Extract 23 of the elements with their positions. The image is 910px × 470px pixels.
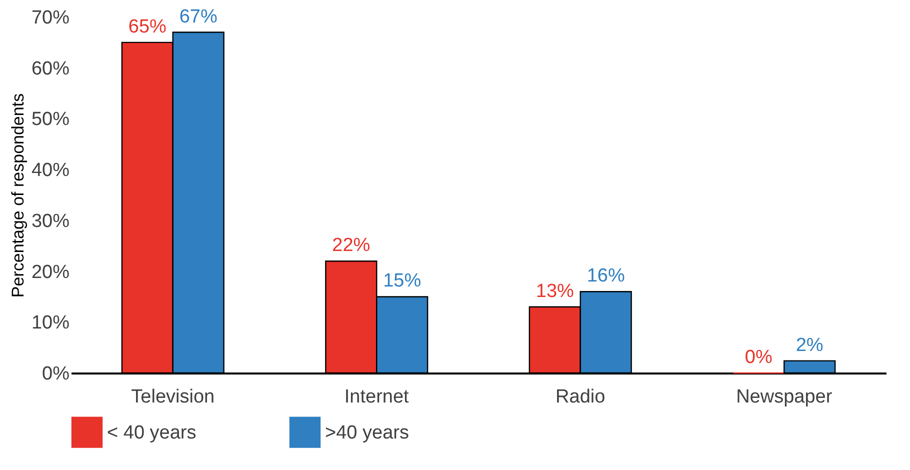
y-tick-label: 70% bbox=[31, 8, 70, 28]
legend-label: >40 years bbox=[325, 422, 409, 444]
y-tick-label: 10% bbox=[31, 312, 70, 334]
x-tick-label: Internet bbox=[344, 386, 410, 408]
data-label: 67% bbox=[179, 6, 218, 28]
y-axis-title: Percentage of respondents bbox=[8, 93, 28, 298]
data-label: 22% bbox=[332, 235, 370, 256]
x-tick-label: Radio bbox=[556, 386, 606, 408]
data-label: 15% bbox=[383, 270, 422, 292]
data-label: 13% bbox=[536, 280, 574, 302]
data-label: 65% bbox=[128, 16, 167, 38]
data-label: 0% bbox=[744, 347, 772, 368]
y-tick-label: 40% bbox=[31, 160, 70, 182]
data-label: 2% bbox=[796, 334, 824, 356]
y-tick-label: 20% bbox=[31, 262, 70, 283]
data-label: 16% bbox=[586, 266, 625, 287]
x-tick-label: Newspaper bbox=[736, 386, 833, 408]
y-tick-label: 60% bbox=[31, 58, 70, 80]
x-tick-label: Television bbox=[131, 386, 215, 408]
legend-label: < 40 years bbox=[107, 422, 196, 444]
y-tick-label: 50% bbox=[31, 109, 70, 130]
y-tick-label: 30% bbox=[31, 210, 70, 232]
y-tick-label: 0% bbox=[42, 364, 70, 384]
